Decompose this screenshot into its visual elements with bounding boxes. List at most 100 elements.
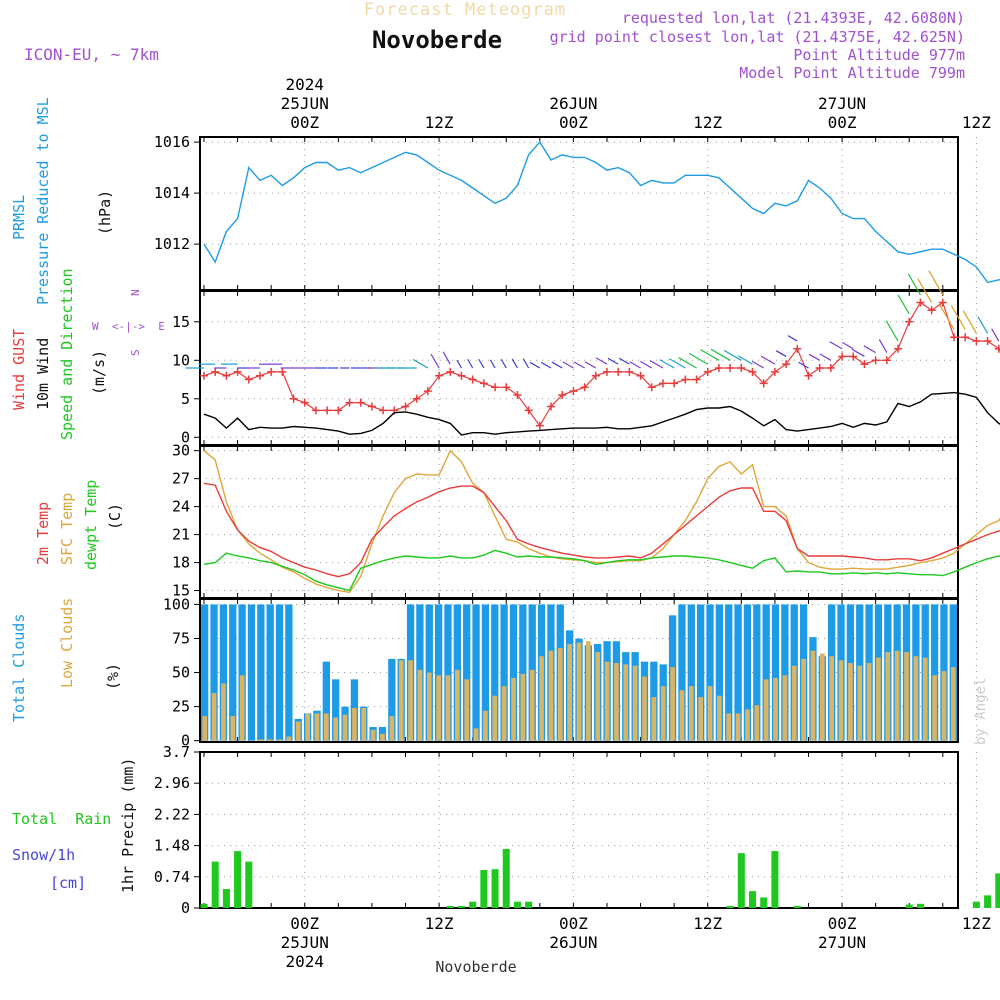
wind-direction-arrow (489, 359, 496, 369)
total-cloud-bar (734, 604, 742, 741)
gust-marker (636, 371, 645, 380)
low-cloud-bar (623, 664, 629, 741)
pressure-ytick-label: 1012 (154, 235, 190, 253)
gust-marker (580, 383, 589, 392)
low-cloud-bar (941, 671, 947, 741)
gust-marker (345, 398, 354, 407)
wind-direction-arrow (659, 359, 675, 369)
gust-marker (703, 367, 712, 376)
time-label: 12Z (693, 914, 722, 933)
precip-frame (199, 751, 959, 909)
total-cloud-bar (697, 604, 705, 741)
low-cloud-bar (398, 660, 404, 741)
gust-marker (211, 367, 220, 376)
total-cloud-bar (491, 604, 499, 741)
wind-direction-arrow (950, 305, 966, 330)
low-cloud-bar (352, 707, 357, 741)
gust-marker (916, 298, 925, 307)
product-title: Forecast Meteogram (364, 0, 566, 20)
rain-bar (771, 851, 779, 908)
total-cloud-bar (481, 604, 490, 741)
gust-marker (334, 406, 343, 415)
gridpoint-coords: grid point closest lon,lat (21.4375E, 42… (550, 28, 965, 46)
gust-marker (423, 387, 432, 396)
gust-marker (278, 367, 287, 376)
low-cloud-bar (576, 642, 582, 741)
wind-direction-arrow (851, 348, 865, 357)
wind-direction-arrow (529, 361, 541, 369)
gust-marker (647, 383, 656, 392)
sfc-temp-line (203, 449, 1000, 594)
low-cloud-bar (408, 660, 413, 741)
precip-ytick-label: 3.7 (163, 743, 190, 761)
temp-ytick-label: 21 (172, 526, 190, 544)
temp-labels: 2m Temp SFC Temp dewpt Temp (C) (34, 480, 124, 570)
footer-location: Novoberde (435, 958, 516, 976)
compass-north: N (129, 289, 142, 296)
wind-direction-arrow (737, 355, 753, 365)
gust-marker (905, 317, 914, 326)
time-label: 00Z (559, 113, 588, 132)
wind-direction-arrow (700, 349, 720, 361)
wind-direction-arrow (511, 358, 518, 369)
low-cloud-bar (520, 673, 526, 741)
time-label: 26JUN (549, 94, 597, 113)
clouds-panel: 0 25 50 75 100 (163, 595, 977, 750)
time-label: 00Z (290, 914, 319, 933)
gust-marker (770, 367, 779, 376)
credit: by Angel (973, 678, 989, 745)
gust-marker (658, 379, 667, 388)
wind-ytick-label: 15 (172, 313, 190, 331)
gust-marker (200, 371, 208, 380)
rain-bar (480, 870, 488, 908)
low-cloud-bar (857, 665, 863, 741)
time-label: 12Z (425, 914, 454, 933)
gust-marker (871, 356, 880, 365)
total-cloud-bar (285, 604, 293, 741)
low-cloud-bar (305, 713, 310, 741)
wind-direction-arrow (991, 328, 1000, 342)
wind-direction-arrow (478, 358, 485, 369)
gust-marker (793, 344, 802, 353)
wind-direction-arrow (595, 357, 608, 365)
gust-marker (255, 371, 264, 380)
low-cloud-bar (810, 650, 816, 741)
time-label: 00Z (290, 113, 319, 132)
wind-direction-arrow (551, 361, 563, 369)
temp-frame (199, 445, 959, 599)
low-cloud-bar (670, 667, 675, 741)
low-cloud-bar (651, 697, 657, 741)
precip-label-unit: 1hr Precip (mm) (119, 758, 137, 893)
gust-marker (625, 367, 634, 376)
gust-marker (826, 364, 835, 372)
clouds-ytick-label: 100 (163, 595, 190, 613)
total-cloud-bar (332, 679, 340, 741)
wind-label-unit: (m/s) (90, 350, 108, 395)
rain-bar (972, 901, 980, 908)
rain-bar (995, 873, 1000, 908)
low-cloud-bar (511, 677, 516, 741)
location-title: Novoberde (372, 26, 502, 54)
rain-bar (525, 901, 533, 908)
wind-line (203, 391, 1000, 436)
wind-direction-arrow (907, 273, 921, 296)
low-cloud-bar (239, 675, 245, 741)
wind-direction-arrow (522, 358, 530, 369)
total-cloud-bar (463, 604, 471, 741)
gust-marker (513, 390, 522, 399)
wind-direction-arrow (618, 357, 630, 365)
gust-marker (323, 406, 332, 415)
wind-direction-arrow (540, 361, 552, 369)
gust-marker (535, 421, 544, 430)
low-cloud-bar (922, 657, 928, 741)
total-cloud-bar (275, 604, 284, 741)
gust-marker (692, 375, 701, 384)
low-cloud-bar (333, 717, 339, 741)
gust-marker (591, 371, 600, 380)
total-cloud-bar (266, 604, 274, 741)
rain-bar (245, 861, 253, 908)
precip-label-cm: [cm] (50, 874, 86, 892)
gust-marker (524, 406, 533, 415)
wind-direction-arrow (751, 360, 765, 369)
gust-marker (681, 375, 690, 384)
